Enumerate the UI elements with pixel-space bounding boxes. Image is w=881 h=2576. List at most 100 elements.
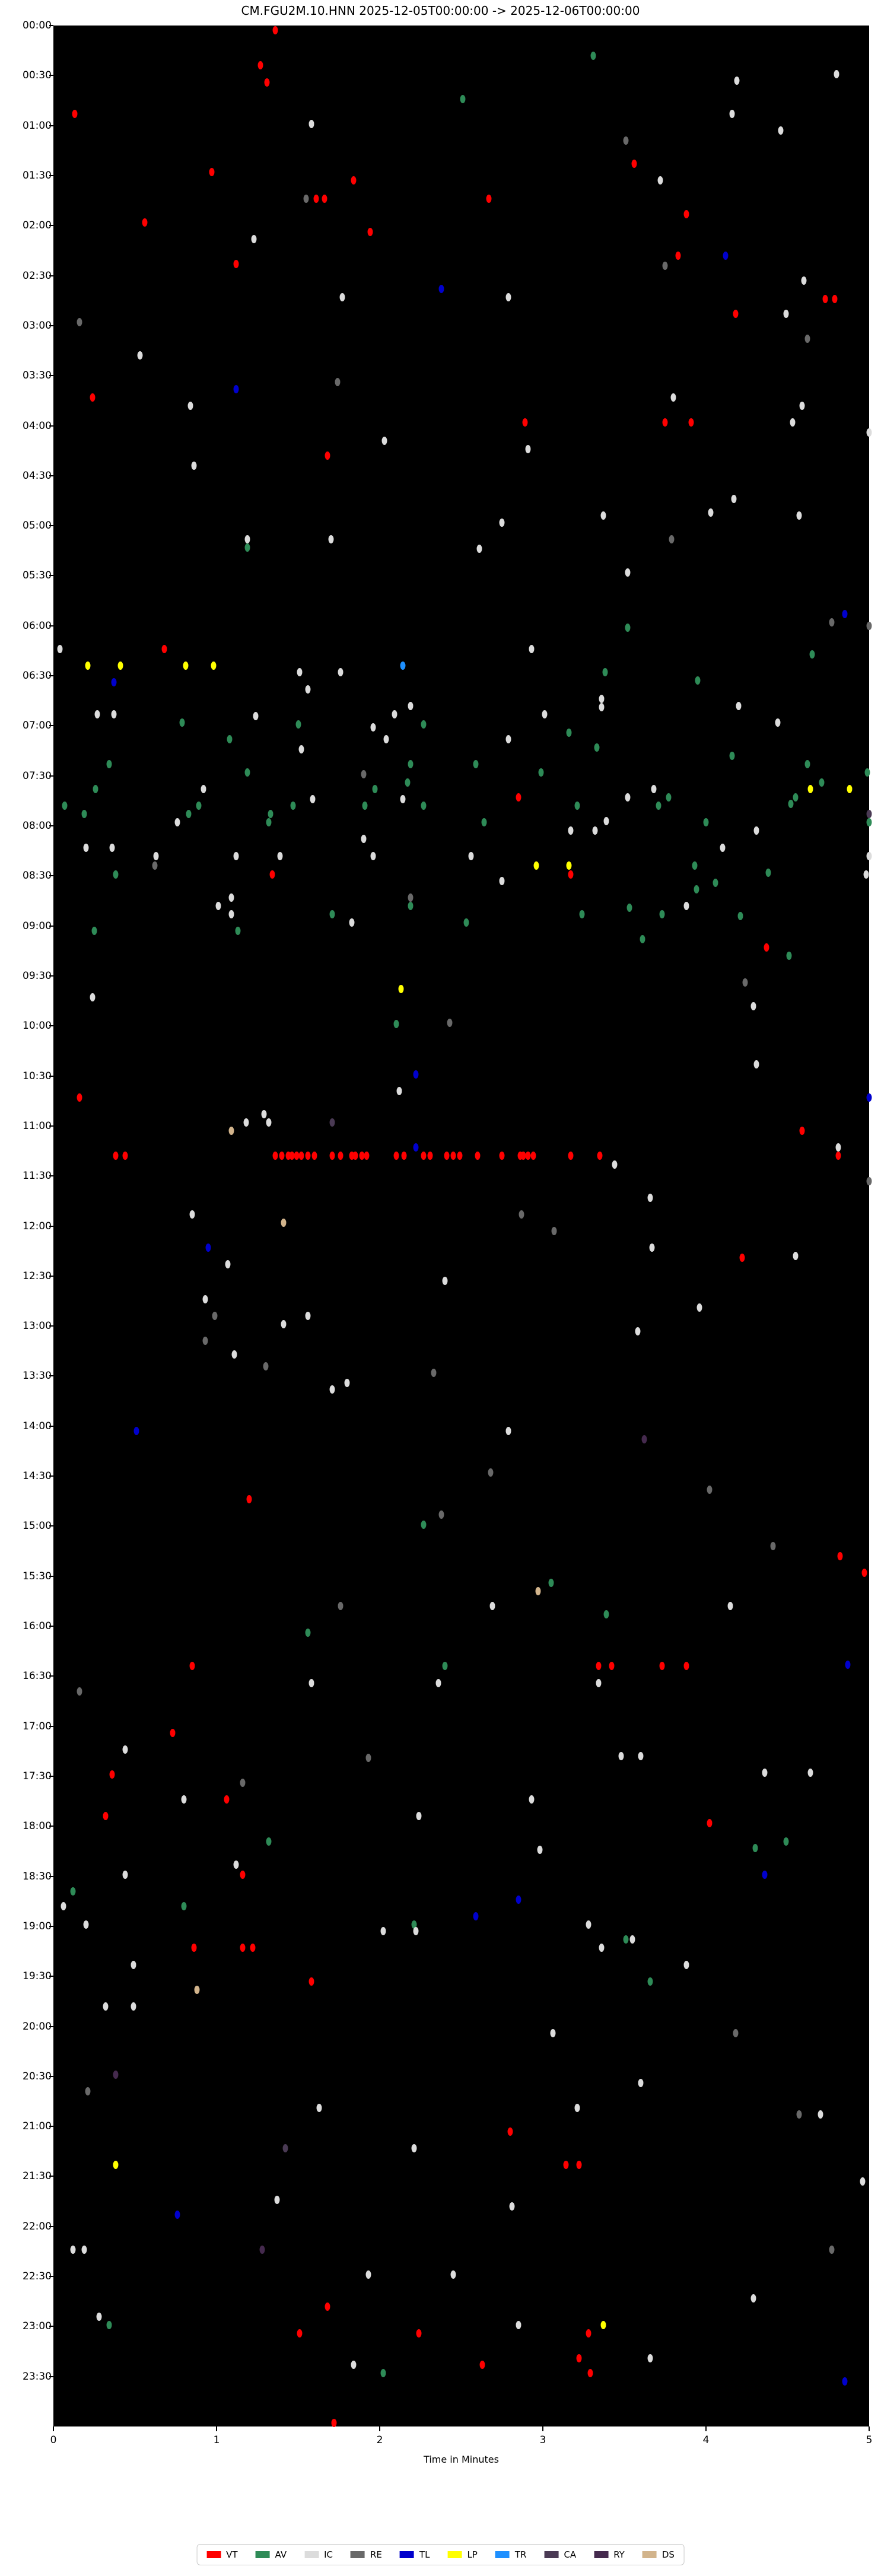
y-tick-mark (49, 2276, 53, 2278)
event-dot-vt (359, 1152, 365, 1160)
event-dot-ic (731, 495, 737, 504)
event-dot-vt (597, 1152, 603, 1160)
event-dot-re (303, 195, 309, 203)
event-dot-ic (647, 1193, 653, 1202)
event-dot-ic (308, 1678, 314, 1687)
event-dot-ic (174, 818, 180, 827)
event-dot-av (603, 1610, 609, 1619)
legend-label: RE (370, 2549, 382, 2560)
event-dot-vt (279, 1152, 285, 1160)
event-dot-av (268, 810, 273, 819)
event-dot-ic (90, 993, 96, 1002)
y-tick-mark (49, 1575, 53, 1577)
y-tick-label: 08:00 (23, 820, 52, 832)
event-dot-vt (596, 1662, 601, 1671)
x-tick-label: 1 (213, 2434, 220, 2446)
event-dot-vt (257, 61, 263, 70)
event-dot-vt (113, 1152, 118, 1160)
y-tick-mark (49, 125, 53, 126)
legend-item-re: RE (351, 2549, 382, 2560)
event-dot-ic (109, 843, 115, 852)
event-dot-ic (122, 1870, 128, 1879)
event-dot-av (181, 1902, 187, 1911)
event-dot-ca (282, 2144, 288, 2152)
event-dot-re (623, 136, 629, 145)
legend-item-vt: VT (206, 2549, 238, 2560)
event-dot-ic (696, 1303, 702, 1312)
event-dot-av (783, 1837, 789, 1846)
x-tick-mark (216, 2426, 217, 2431)
event-dot-ic (61, 1902, 66, 1911)
y-tick-label: 22:30 (23, 2270, 52, 2283)
event-dot-lp (85, 662, 91, 670)
event-dot-ic (818, 2110, 823, 2119)
event-dot-ic (381, 436, 387, 445)
y-tick-mark (49, 2326, 53, 2327)
event-dot-ic (599, 1944, 605, 1952)
y-tick-mark (49, 225, 53, 227)
x-tick-mark (53, 2426, 54, 2431)
x-tick-label: 3 (539, 2434, 546, 2446)
event-dot-av (411, 1920, 417, 1929)
event-dot-re (361, 769, 366, 778)
event-dot-tl (438, 285, 444, 294)
event-dot-re (733, 2028, 738, 2037)
event-dot-vt (764, 943, 769, 952)
event-dot-av (295, 720, 301, 729)
event-dot-av (186, 810, 192, 819)
legend-swatch-icon (255, 2551, 270, 2558)
event-dot-ic (81, 2246, 87, 2254)
y-tick-label: 04:30 (23, 469, 52, 482)
event-dot-vt (522, 418, 528, 427)
event-dot-av (656, 802, 661, 810)
y-tick-mark (49, 2375, 53, 2377)
y-tick-mark (49, 1325, 53, 1327)
event-dot-av (473, 760, 479, 768)
event-dot-ic (790, 418, 796, 427)
y-tick-mark (49, 1725, 53, 1727)
event-dot-vt (90, 393, 96, 402)
event-dot-re (77, 318, 82, 327)
event-dot-ic (629, 1935, 635, 1944)
event-dot-av (602, 668, 608, 677)
event-dot-ic (866, 428, 872, 437)
event-dot-ic (277, 851, 283, 860)
legend-item-ds: DS (642, 2549, 675, 2560)
event-dot-av (866, 818, 872, 827)
event-dot-vt (351, 176, 357, 185)
event-dot-ic (281, 1320, 287, 1329)
event-dot-vt (659, 1662, 665, 1671)
event-dot-vt (675, 251, 681, 260)
event-dot-av (566, 728, 572, 737)
event-dot-ic (328, 535, 333, 543)
event-dot-av (93, 785, 98, 794)
x-tick-mark (705, 2426, 707, 2431)
y-tick-mark (49, 1826, 53, 1827)
event-dot-vt (142, 218, 148, 227)
event-dot-ic (131, 1960, 136, 1969)
event-dot-ic (612, 1160, 618, 1169)
event-dot-ic (866, 851, 872, 860)
y-tick-label: 18:30 (23, 1870, 52, 1882)
event-dot-ic (489, 1602, 495, 1611)
x-tick-label: 0 (50, 2434, 57, 2446)
event-dot-ic (137, 351, 143, 360)
event-dot-ic (96, 2312, 102, 2321)
event-dot-ic (411, 2144, 417, 2152)
event-dot-vt (822, 294, 828, 303)
y-tick-label: 06:30 (23, 670, 52, 682)
event-dot-ic (599, 703, 605, 712)
y-tick-mark (49, 1976, 53, 1977)
event-dot-ic (529, 645, 535, 654)
event-dot-ic (550, 2028, 555, 2037)
legend-item-ry: RY (594, 2549, 625, 2560)
event-dot-ic (228, 909, 234, 918)
event-dot-tl (133, 1427, 139, 1436)
event-dot-tl (842, 2377, 848, 2386)
legend-item-av: AV (255, 2549, 287, 2560)
event-dot-av (623, 1935, 629, 1944)
event-dot-re (519, 1210, 524, 1219)
y-tick-label: 10:00 (23, 1020, 52, 1032)
event-dot-lp (117, 662, 123, 670)
event-dot-av (266, 1837, 272, 1846)
